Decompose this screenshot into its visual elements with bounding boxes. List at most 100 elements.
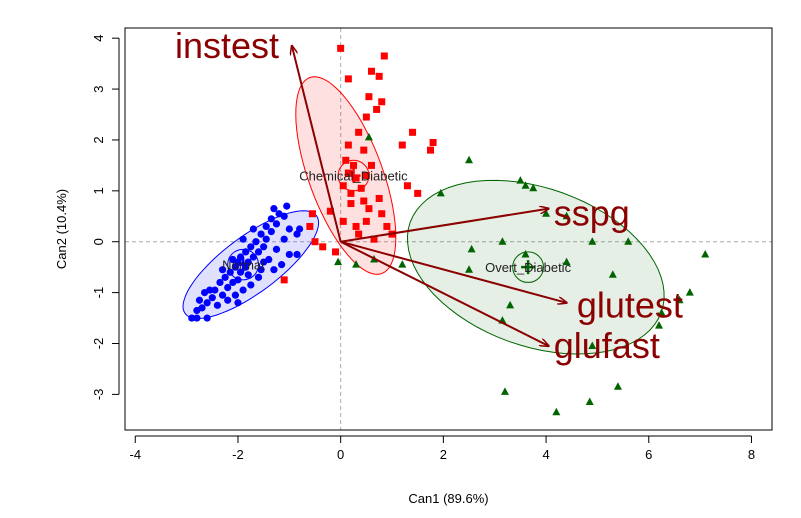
data-point-1-45: [370, 235, 378, 243]
x-tick-label-6: 8: [748, 447, 755, 462]
data-point-0-9: [218, 291, 227, 299]
data-point-0-53: [229, 255, 237, 264]
data-point-2-18: [675, 295, 684, 304]
data-point-2-27: [352, 260, 361, 268]
data-point-2-8: [498, 237, 507, 245]
y-tick-label-5: 2: [91, 136, 106, 143]
data-point-0-43: [231, 291, 240, 299]
vector-label-glutest: glutest: [577, 284, 683, 325]
data-point-2-24: [585, 397, 594, 406]
data-point-0-1: [193, 314, 201, 322]
data-point-0-62: [293, 250, 301, 259]
data-point-0-30: [257, 230, 265, 238]
data-point-2-7: [562, 211, 571, 220]
x-tick-label-4: 4: [542, 447, 549, 462]
vector-arrow-sspg: [340, 209, 549, 243]
data-point-2-10: [624, 237, 633, 245]
data-point-2-26: [552, 407, 561, 416]
data-point-1-34: [355, 230, 363, 238]
data-point-1-29: [414, 189, 422, 197]
vector-label-instest: instest: [175, 25, 279, 66]
data-point-0-24: [242, 248, 250, 256]
data-point-0-59: [234, 299, 242, 307]
data-point-1-24: [347, 189, 355, 197]
data-point-0-6: [195, 296, 204, 304]
data-point-1-1: [380, 52, 388, 60]
x-tick-label-1: -2: [232, 447, 244, 462]
data-point-1-17: [367, 161, 375, 169]
data-point-0-40: [254, 273, 263, 281]
data-point-0-14: [221, 273, 229, 281]
plot-frame: [124, 27, 773, 431]
data-point-0-55: [239, 235, 247, 243]
y-tick-label-7: 4: [91, 35, 106, 42]
data-point-2-1: [465, 155, 474, 164]
data-point-0-12: [216, 278, 224, 287]
data-point-2-15: [465, 265, 474, 273]
data-point-0-49: [285, 225, 293, 233]
data-point-2-16: [608, 270, 617, 278]
data-point-2-14: [562, 257, 571, 266]
data-point-1-3: [344, 75, 352, 83]
data-point-1-30: [365, 205, 373, 213]
data-point-0-54: [249, 225, 257, 233]
data-point-0-33: [272, 220, 281, 228]
data-point-0-32: [262, 222, 270, 231]
data-point-2-13: [521, 249, 530, 258]
x-tick-label-2: 0: [337, 447, 344, 462]
data-point-0-63: [295, 225, 304, 233]
data-point-0-34: [267, 215, 275, 223]
data-point-1-13: [398, 141, 406, 149]
data-point-0-45: [257, 266, 265, 274]
vector-label-glufast: glufast: [554, 325, 660, 366]
group-label-2: Overt_Diabetic: [485, 260, 571, 275]
data-point-0-2: [203, 314, 211, 322]
data-point-1-10: [409, 128, 417, 136]
data-point-1-28: [403, 182, 411, 190]
data-point-2-17: [685, 288, 694, 296]
data-point-2-11: [701, 249, 710, 258]
data-point-0-58: [200, 289, 209, 297]
vector-arrow-instest: [292, 46, 342, 242]
data-point-1-36: [308, 210, 316, 218]
data-point-1-41: [326, 207, 334, 215]
data-point-1-20: [362, 172, 370, 180]
data-point-1-26: [360, 197, 368, 205]
data-point-2-25: [613, 382, 622, 390]
data-point-0-48: [280, 235, 288, 243]
centroid-circle-2: [512, 251, 544, 283]
data-point-0-38: [285, 250, 293, 259]
data-point-1-42: [383, 222, 391, 230]
data-point-1-7: [373, 105, 381, 113]
data-point-0-31: [267, 227, 275, 236]
data-point-0-47: [272, 245, 281, 253]
data-point-0-36: [270, 205, 278, 213]
x-tick-label-5: 6: [645, 447, 652, 462]
data-point-0-10: [211, 286, 219, 294]
data-point-0-52: [218, 266, 227, 274]
data-point-0-25: [254, 248, 263, 256]
data-point-0-60: [244, 271, 252, 279]
data-point-1-6: [378, 98, 386, 106]
centroid-marker-2: [521, 260, 536, 275]
data-point-0-11: [224, 283, 232, 292]
data-point-0-5: [203, 299, 211, 307]
y-tick-label-1: -2: [91, 338, 106, 350]
data-point-2-19: [506, 300, 515, 309]
data-point-1-0: [337, 44, 345, 52]
vector-arrow-glutest: [340, 240, 567, 303]
y-tick-label-2: -1: [91, 287, 106, 299]
data-point-2-30: [334, 257, 343, 266]
data-point-2-12: [467, 244, 476, 253]
data-point-1-39: [319, 243, 327, 251]
x-tick-label-3: 2: [440, 447, 447, 462]
data-point-0-29: [262, 235, 270, 243]
data-point-1-37: [306, 222, 314, 230]
data-point-0-15: [234, 276, 242, 284]
centroid-marker-0: [236, 257, 251, 272]
data-point-1-18: [350, 161, 358, 169]
x-axis-title: Can1 (89.6%): [408, 491, 488, 506]
data-point-2-0: [364, 132, 373, 141]
vector-label-sspg: sspg: [554, 193, 630, 234]
data-point-2-21: [657, 308, 666, 316]
